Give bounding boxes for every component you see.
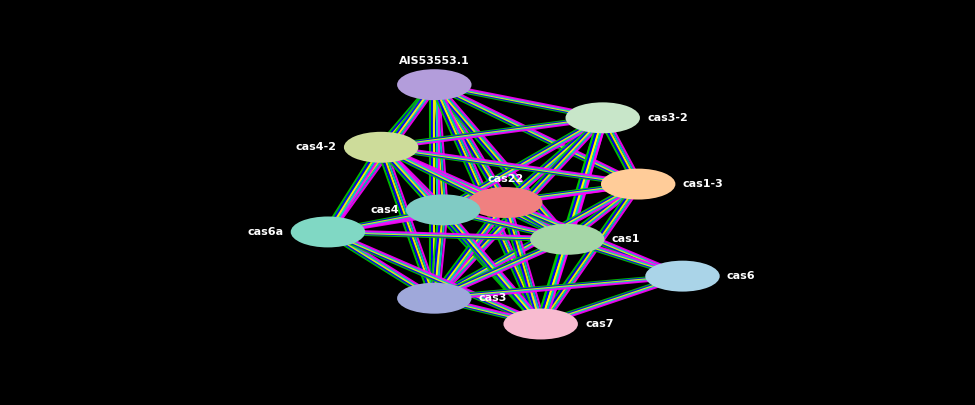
Circle shape (344, 132, 418, 163)
Text: cas6: cas6 (726, 271, 756, 281)
Text: cas4-2: cas4-2 (295, 142, 336, 152)
Circle shape (406, 194, 481, 225)
Circle shape (397, 283, 472, 314)
Circle shape (601, 168, 676, 200)
Text: cas3-2: cas3-2 (647, 113, 687, 123)
Text: cas22: cas22 (488, 174, 524, 184)
Circle shape (503, 309, 578, 339)
Text: cas7: cas7 (585, 319, 613, 329)
Text: cas1-3: cas1-3 (682, 179, 723, 189)
Text: cas6a: cas6a (248, 227, 284, 237)
Text: cas4: cas4 (370, 205, 399, 215)
Text: cas1: cas1 (611, 234, 641, 244)
Text: AIS53553.1: AIS53553.1 (399, 56, 470, 66)
Text: cas3: cas3 (479, 293, 507, 303)
Circle shape (566, 102, 640, 133)
Circle shape (468, 187, 542, 218)
Circle shape (645, 261, 720, 292)
Circle shape (530, 224, 604, 255)
Circle shape (397, 69, 472, 100)
Circle shape (291, 217, 366, 247)
